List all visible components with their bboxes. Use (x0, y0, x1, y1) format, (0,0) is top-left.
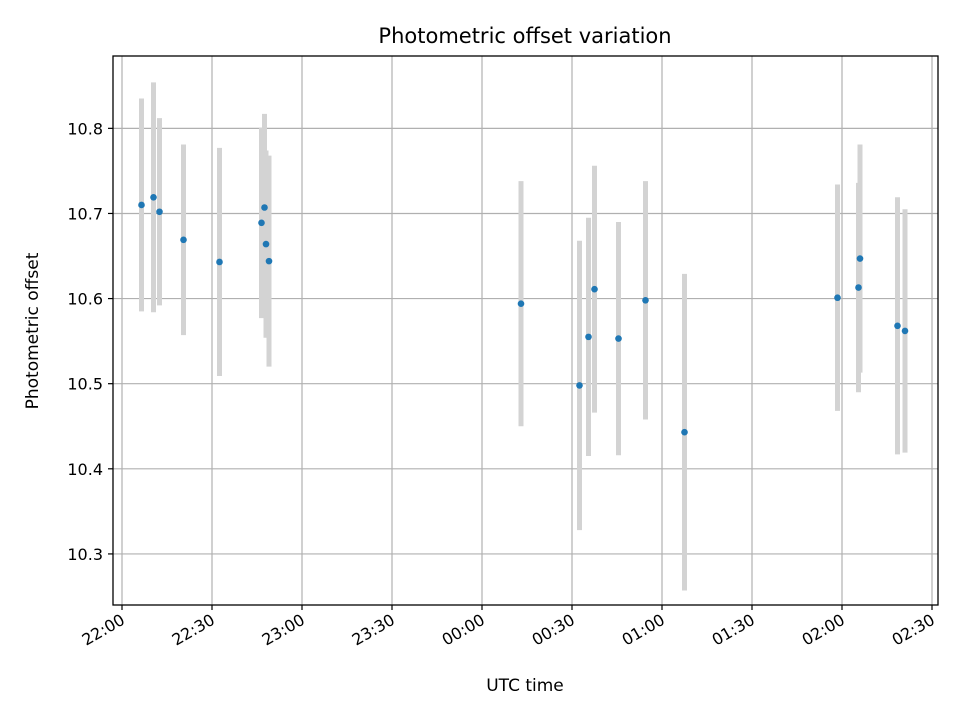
y-tick-label: 10.6 (67, 290, 103, 309)
x-tick-label: 02:30 (889, 610, 938, 650)
y-tick-label: 10.3 (67, 545, 103, 564)
x-tick-label: 23:00 (259, 610, 308, 650)
data-point (258, 219, 265, 227)
data-point (591, 285, 598, 293)
x-tick-label: 22:00 (79, 610, 128, 650)
data-point (834, 294, 841, 302)
grid-layer (113, 56, 938, 605)
data-point (216, 258, 223, 266)
x-tick-label: 01:00 (619, 610, 668, 650)
data-point (642, 296, 649, 304)
data-point (681, 428, 688, 436)
y-axis-ticks: 10.3 10.4 10.5 10.6 10.7 10.8 (67, 119, 113, 564)
data-point (156, 208, 163, 216)
y-tick-label: 10.5 (67, 375, 103, 394)
y-tick-label: 10.7 (67, 204, 103, 223)
data-point (261, 204, 268, 211)
errorbar-layer (139, 82, 908, 591)
point-layer (138, 193, 909, 436)
data-point (576, 382, 583, 389)
y-tick-label: 10.8 (67, 119, 103, 138)
y-axis-title: Photometric offset (23, 252, 43, 409)
data-point (265, 257, 273, 265)
data-point (901, 327, 909, 335)
data-point (180, 236, 187, 244)
data-point (585, 333, 592, 341)
x-tick-label: 01:30 (709, 610, 758, 650)
x-tick-label: 22:30 (169, 610, 218, 650)
data-point (856, 255, 864, 262)
data-point (138, 201, 145, 209)
y-tick-label: 10.4 (67, 460, 103, 479)
x-tick-label: 23:30 (349, 610, 398, 650)
data-point (517, 300, 525, 307)
x-axis-ticks: 22:00 22:30 23:00 23:30 00:00 00:30 01:00 01:30… (79, 605, 938, 650)
data-point (262, 240, 270, 248)
x-tick-label: 00:00 (439, 610, 488, 650)
x-tick-label: 02:00 (799, 610, 848, 650)
data-point (615, 335, 622, 342)
plot-frame (112, 55, 939, 606)
data-point (150, 193, 157, 201)
data-point (894, 322, 901, 330)
data-point (855, 284, 862, 291)
x-axis-title: UTC time (486, 676, 564, 696)
x-tick-label: 00:30 (529, 610, 578, 650)
chart-title: Photometric offset variation (378, 24, 671, 48)
